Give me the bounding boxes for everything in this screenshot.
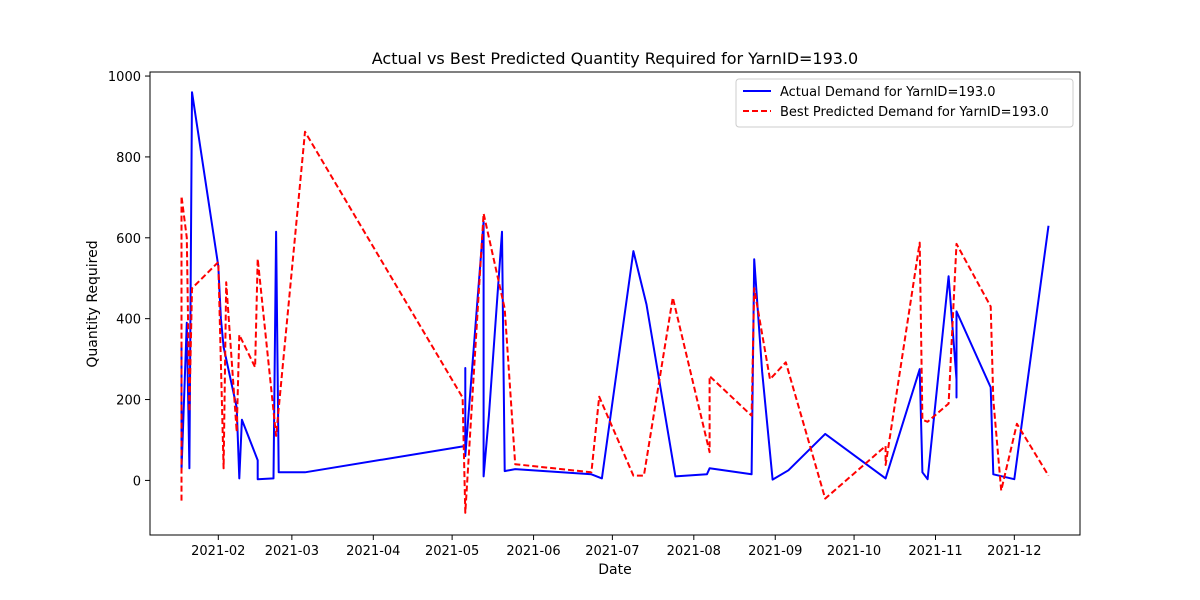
y-tick-label: 1000 [108,70,141,85]
x-tick-label: 2021-12 [987,544,1041,559]
legend-box [735,78,1074,128]
y-tick-label: 600 [116,232,141,247]
series-layer [180,91,1050,514]
y-tick-label: 400 [116,313,141,328]
x-tick-label: 2021-04 [346,544,400,559]
x-tick-label: 2021-05 [425,544,479,559]
y-axis: 0 200 400 600 800 1000 [108,70,150,489]
legend-label-actual: Actual Demand for YarnID=193.0 [780,85,996,100]
y-axis-label: Quantity Required [85,240,101,367]
legend: Actual Demand for YarnID=193.0 Best Pred… [735,78,1074,128]
x-tick-label: 2021-03 [265,544,319,559]
x-tick-label: 2021-06 [506,544,560,559]
y-tick-label: 0 [133,474,141,489]
series-line-actual [180,91,1050,481]
x-tick-label: 2021-08 [667,544,721,559]
x-tick-label: 2021-09 [748,544,802,559]
series-line-predicted [180,130,1050,514]
x-axis-label: Date [598,562,631,578]
y-tick-label: 800 [116,151,141,166]
x-tick-label: 2021-11 [908,544,962,559]
plot-frame [149,71,1081,536]
x-tick-label: 2021-07 [585,544,639,559]
legend-label-predicted: Best Predicted Demand for YarnID=193.0 [780,105,1049,120]
x-axis: 2021-02 2021-03 2021-04 2021-05 2021-06 2021-… [191,535,1041,559]
y-tick-label: 200 [116,394,141,409]
x-tick-label: 2021-10 [827,544,881,559]
chart-title: Actual vs Best Predicted Quantity Requir… [372,49,858,68]
x-tick-label: 2021-02 [191,544,245,559]
